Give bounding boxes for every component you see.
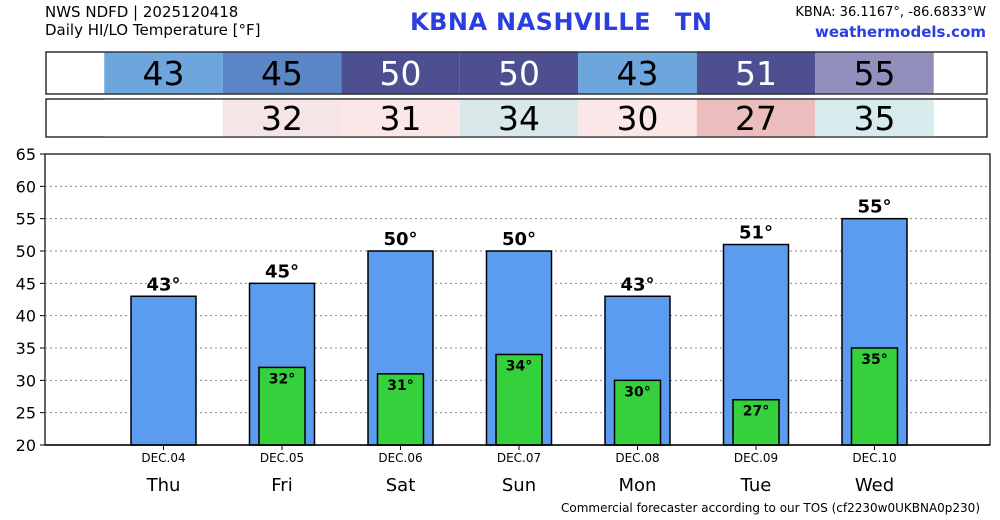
high-label: 55°	[857, 197, 891, 218]
high-label: 50°	[383, 229, 417, 250]
station-id: KBNA	[410, 8, 488, 36]
high-box-cell	[459, 52, 579, 94]
high-box-value: 43	[143, 54, 185, 93]
date-label: DEC.05	[260, 451, 304, 465]
product-line: NWS NDFD | 2025120418	[45, 3, 239, 21]
date-label: DEC.09	[734, 451, 778, 465]
date-label: DEC.07	[497, 451, 541, 465]
low-box-value: 31	[380, 99, 422, 138]
low-box-value: 32	[261, 99, 303, 138]
low-box-cell	[459, 99, 579, 137]
high-label: 51°	[739, 223, 773, 244]
high-box-value: 55	[854, 54, 896, 93]
high-box-cell	[696, 52, 816, 94]
y-tick-label: 35	[16, 339, 36, 358]
high-box-cell	[222, 52, 342, 94]
high-label: 45°	[265, 261, 299, 282]
high-box-value: 43	[617, 54, 659, 93]
high-box-value: 45	[261, 54, 303, 93]
y-tick-label: 45	[16, 274, 36, 293]
high-box-value: 50	[380, 54, 422, 93]
low-bar	[850, 347, 899, 446]
low-label: 31°	[387, 378, 413, 394]
day-label: Mon	[619, 475, 657, 496]
high-box-value: 51	[735, 54, 777, 93]
date-label: DEC.04	[141, 451, 185, 465]
day-label: Fri	[271, 475, 292, 496]
low-bar	[613, 379, 662, 446]
low-box-cell	[578, 99, 697, 137]
low-box-value: 35	[854, 99, 896, 138]
day-label: Sat	[386, 475, 416, 496]
low-label: 32°	[269, 371, 295, 387]
y-tick-label: 60	[16, 177, 36, 196]
y-tick-label: 20	[16, 436, 36, 455]
low-label: 27°	[743, 404, 769, 420]
y-tick-label: 40	[16, 307, 36, 326]
day-label: Thu	[146, 475, 181, 496]
y-tick-label: 50	[16, 242, 36, 261]
high-label: 43°	[146, 274, 180, 295]
low-box-value: 27	[735, 99, 777, 138]
site-link[interactable]: weathermodels.com	[814, 23, 986, 41]
high-bar	[130, 295, 197, 446]
variable-line: Daily HI/LO Temperature [°F]	[45, 21, 261, 39]
date-label: DEC.06	[378, 451, 422, 465]
low-box-cell	[222, 99, 342, 137]
low-box-cell	[815, 99, 934, 137]
low-box-cell	[104, 99, 223, 137]
low-bar	[495, 353, 543, 446]
y-tick-label: 55	[16, 210, 36, 229]
high-box-cell	[341, 52, 460, 94]
low-label: 34°	[506, 358, 532, 374]
day-label: Tue	[740, 475, 772, 496]
low-bar	[732, 398, 780, 446]
station-coordinates: KBNA: 36.1167°, -86.6833°W	[795, 5, 986, 20]
state-code: TN	[675, 8, 713, 36]
y-tick-label: 25	[16, 404, 36, 423]
day-label: Wed	[855, 475, 894, 496]
low-box-cell	[341, 99, 460, 137]
high-box-value: 50	[498, 54, 540, 93]
high-box-cell	[815, 52, 934, 94]
high-box-cell	[578, 52, 697, 94]
low-label: 30°	[624, 384, 650, 400]
date-label: DEC.08	[615, 451, 659, 465]
tos-footer: Commercial forecaster according to our T…	[560, 501, 980, 515]
y-tick-label: 30	[16, 371, 36, 390]
low-label: 35°	[861, 352, 887, 368]
low-bar	[376, 373, 425, 446]
city-name: NASHVILLE	[496, 8, 652, 36]
low-box-value: 30	[617, 99, 659, 138]
date-label: DEC.10	[852, 451, 896, 465]
low-box-cell	[696, 99, 816, 137]
day-label: Sun	[502, 475, 536, 496]
high-box-cell	[104, 52, 223, 94]
high-label: 50°	[502, 229, 536, 250]
y-tick-label: 65	[16, 145, 36, 164]
temperature-chart: 43 45 50 50 43 51 55 32 31 34 30 27 35 20 25 30 35 40 45 50…	[16, 51, 991, 496]
low-bar	[258, 366, 306, 446]
low-box-value: 34	[498, 99, 540, 138]
high-label: 43°	[620, 274, 654, 295]
